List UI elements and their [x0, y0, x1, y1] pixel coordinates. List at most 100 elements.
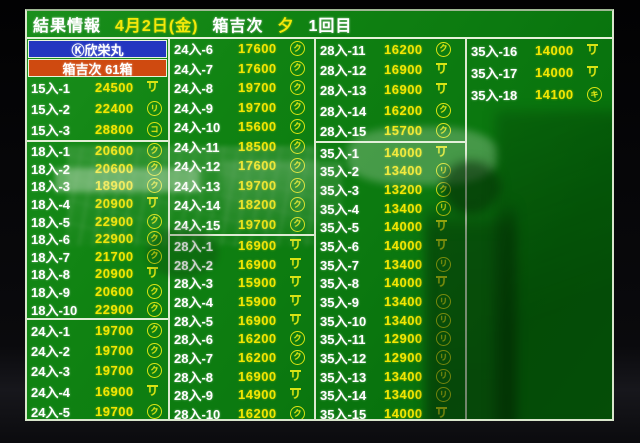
result-row: 35入-6 14000 リ	[316, 236, 465, 255]
ship-banner: Ⓚ欣栄丸	[28, 40, 167, 58]
buyer-mark-circle-ku-icon: ク	[290, 406, 305, 419]
result-row: 28入-6 16200 ク	[170, 329, 314, 348]
result-row: 24入-15 19700 ク	[170, 215, 314, 235]
price-value: 13400	[384, 294, 423, 310]
buyer-mark-bar-ri-icon: リ	[436, 239, 447, 253]
lot-number-label: 35入-11	[320, 332, 366, 348]
price-value: 16200	[238, 349, 277, 365]
price-value: 14100	[535, 87, 574, 103]
buyer-mark-circle-ki-icon: キ	[587, 87, 602, 103]
price-value: 13400	[384, 200, 423, 216]
buyer-mark-circle-ku-icon: ク	[290, 158, 305, 174]
price-value: 19700	[95, 404, 134, 420]
price-value: 22900	[95, 301, 134, 317]
price-value: 16900	[238, 368, 277, 384]
buyer-mark-circle-ku-icon: ク	[290, 119, 305, 135]
price-value: 13400	[384, 387, 423, 403]
lot-number-label: 28入-12	[320, 63, 367, 79]
lot-number-label: 24入-13	[174, 178, 221, 194]
buyer-mark-circle-ku-icon: ク	[147, 363, 162, 379]
lot-number-label: 24入-4	[31, 384, 71, 400]
price-value: 19700	[95, 322, 134, 338]
results-column-1: Ⓚ欣栄丸 箱吉次 61箱 15入-1 24500 リ 15入-2 22400 リ 15入-3 28…	[27, 39, 170, 419]
buyer-mark-circle-ku-icon: ク	[290, 60, 305, 76]
price-value: 15900	[238, 275, 277, 291]
lot-number-label: 15入-3	[31, 123, 71, 138]
lot-number-label: 18入-6	[31, 232, 71, 248]
price-value: 20600	[95, 160, 134, 176]
price-value: 16900	[95, 383, 134, 399]
result-row: 18入-8 20900 リ	[27, 265, 168, 283]
buyer-mark-bar-ri-icon: リ	[147, 81, 158, 94]
result-row: 18入-7 21700 ク	[27, 248, 168, 266]
result-row: 18入-3 18900 ク	[27, 177, 168, 195]
price-value: 12900	[384, 350, 423, 365]
price-value: 20900	[95, 196, 134, 212]
price-value: 14000	[384, 238, 423, 254]
price-value: 28800	[95, 122, 134, 137]
price-value: 20600	[95, 143, 134, 159]
lot-number-label: 35入-4	[320, 201, 360, 217]
result-row: 35入-3 13200 ク	[316, 180, 465, 199]
lot-number-label: 35入-6	[320, 239, 360, 255]
price-value: 15900	[238, 293, 277, 309]
price-value: 18900	[95, 178, 134, 194]
buyer-mark-bar-ri-icon: リ	[436, 63, 447, 77]
buyer-mark-circle-ri-icon: リ	[436, 200, 451, 216]
result-row: 35入-15 14000 リ	[316, 404, 465, 421]
buyer-mark-bar-ri-icon: リ	[290, 369, 301, 383]
lot-number-label: 35入-2	[320, 164, 360, 180]
price-value: 14000	[384, 219, 423, 235]
lot-banner: 箱吉次 61箱	[28, 59, 167, 77]
buyer-mark-bar-ri-icon: リ	[436, 276, 447, 290]
price-value: 17600	[238, 60, 277, 76]
price-value: 14000	[384, 405, 423, 421]
result-row: 24入-11 18500 ク	[170, 137, 314, 157]
lot-number-label: 18入-7	[31, 249, 71, 265]
buyer-mark-bar-ri-icon: リ	[147, 267, 158, 281]
buyer-mark-bar-ri-icon: リ	[290, 313, 301, 327]
price-value: 16200	[238, 331, 277, 347]
price-value: 19700	[238, 80, 277, 96]
buyer-mark-bar-ri-icon: リ	[147, 384, 158, 398]
result-row: 18入-10 22900 ク	[27, 300, 168, 318]
price-value: 21700	[95, 248, 134, 264]
buyer-mark-circle-ri-icon: リ	[436, 350, 451, 365]
buyer-mark-circle-ku-icon: ク	[290, 80, 305, 96]
price-value: 19700	[238, 99, 277, 115]
buyer-mark-circle-ku-icon: ク	[436, 182, 451, 198]
price-value: 13400	[384, 256, 423, 272]
result-row: 35入-12 12900 リ	[316, 348, 465, 367]
result-row: 35入-18 14100 キ	[467, 84, 612, 106]
price-value: 22900	[95, 231, 134, 247]
price-value: 17600	[238, 158, 277, 174]
result-row: 18入-4 20900 リ	[27, 195, 168, 213]
lot-number-label: 24入-2	[31, 344, 71, 360]
lot-number-label: 24入-8	[174, 81, 214, 97]
lot-number-label: 15入-1	[31, 81, 71, 96]
price-value: 17600	[238, 41, 277, 57]
price-value: 16200	[384, 41, 423, 57]
buyer-mark-circle-ku-icon: ク	[436, 123, 451, 139]
price-value: 15700	[384, 123, 423, 139]
result-row: 28入-2 16900 リ	[170, 255, 314, 274]
price-value: 22400	[95, 101, 134, 116]
lot-number-label: 28入-3	[174, 276, 214, 292]
buyer-mark-bar-ri-icon: リ	[436, 406, 447, 420]
result-row: 24入-9 19700 ク	[170, 98, 314, 118]
buyer-mark-bar-ri-icon: リ	[290, 257, 301, 271]
lot-number-label: 35入-9	[320, 295, 360, 311]
lot-number-label: 35入-13	[320, 369, 367, 385]
buyer-mark-circle-ri-icon: リ	[436, 256, 451, 272]
lot-number-label: 35入-15	[320, 406, 367, 421]
price-value: 12900	[384, 331, 423, 347]
results-column-4: 35入-16 14000 リ 35入-17 14000 リ 35入-18 14100 キ	[467, 39, 612, 419]
result-row: 24入-14 18200 ク	[170, 195, 314, 215]
buyer-mark-circle-ku-icon: ク	[147, 284, 162, 300]
lot-number-label: 24入-1	[31, 323, 71, 339]
buyer-mark-bar-ri-icon: リ	[290, 388, 301, 402]
lot-number-label: 18入-3	[31, 179, 71, 195]
price-value: 20900	[95, 266, 134, 282]
header-date: 4月2日(金)	[115, 18, 199, 35]
lot-number-label: 28入-2	[174, 257, 214, 273]
